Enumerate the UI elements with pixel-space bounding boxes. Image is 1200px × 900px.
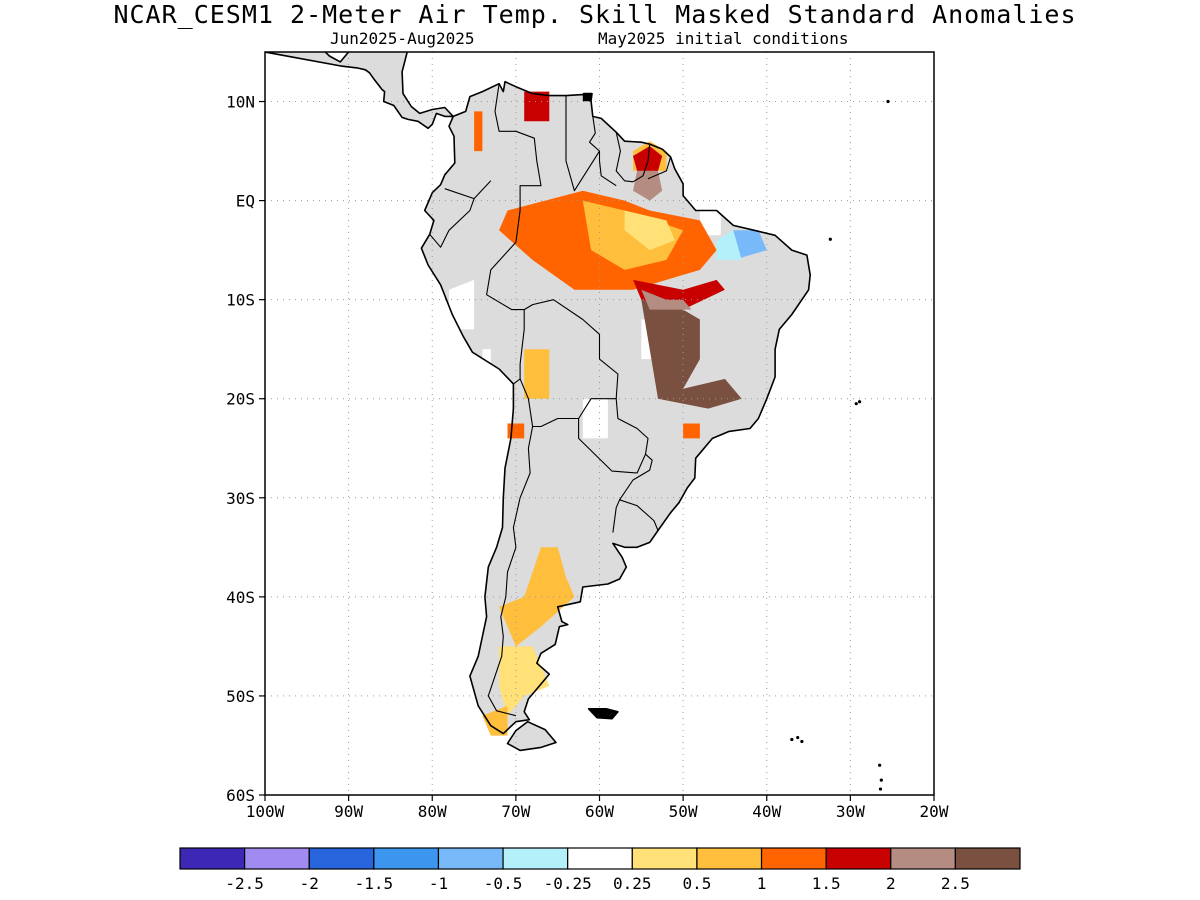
lat-tick-label: 50S — [226, 687, 255, 706]
lat-tick-label: 40S — [226, 588, 255, 607]
colorbar-swatch — [760, 847, 827, 870]
colorbar-label: 1 — [757, 874, 767, 893]
colorbar-label: -2.5 — [225, 874, 264, 893]
colorbar-label: -0.5 — [484, 874, 523, 893]
coastline — [420, 80, 812, 735]
lon-tick-label: 60W — [585, 802, 614, 821]
anomaly-region-1 — [524, 349, 550, 399]
country-border — [612, 499, 659, 533]
colorbar-label: -0.25 — [544, 874, 592, 893]
lon-tick-label: 80W — [418, 802, 447, 821]
country-border — [619, 453, 653, 501]
lon-tick-label: 100W — [246, 802, 285, 821]
anomaly-region-2.5 — [641, 299, 742, 409]
country-border — [565, 95, 600, 192]
lon-tick-label: 20W — [920, 802, 949, 821]
colorbar-label: 0.25 — [613, 874, 652, 893]
island — [878, 787, 883, 791]
island — [886, 99, 890, 104]
initial-conditions: May2025 initial conditions — [598, 29, 849, 48]
anomaly-region-1.5 — [683, 423, 700, 439]
masked-area — [449, 279, 475, 330]
lat-tick-label: 30S — [226, 489, 255, 508]
lon-tick-label: 50W — [669, 802, 698, 821]
masked-area — [699, 210, 721, 236]
lat-tick-label: 20S — [226, 390, 255, 409]
colorbar-swatch — [373, 847, 440, 870]
anomaly-region-1 — [499, 547, 575, 647]
anomaly-region-2 — [524, 91, 550, 122]
anomaly-region-2 — [641, 289, 692, 310]
island — [583, 93, 592, 101]
land-mask-region — [265, 52, 454, 129]
colorbar-label: 0.5 — [682, 874, 711, 893]
colorbar-label: -2 — [300, 874, 319, 893]
colorbar-swatch — [179, 847, 246, 870]
coastline — [506, 720, 557, 752]
colorbar-swatch — [567, 847, 633, 870]
island — [879, 778, 883, 782]
anomaly-region-0.5 — [624, 210, 675, 251]
lon-tick-label: 30W — [836, 802, 865, 821]
island — [857, 400, 862, 404]
island — [878, 763, 882, 767]
lat-tick-label: EQ — [236, 192, 255, 211]
colorbar: -2.5 -2 -1.5 -1 -0.5 -0.25 0.25 0.5 1 1.5 2 2.5 — [179, 847, 1021, 893]
anomaly-region-1.5 — [474, 111, 483, 152]
anomaly-layer — [474, 91, 767, 736]
lon-tick-label: 70W — [501, 802, 530, 821]
colorbar-swatch — [696, 847, 763, 870]
colorbar-label: 2 — [886, 874, 896, 893]
country-border — [429, 198, 475, 248]
coastline — [265, 52, 455, 130]
colorbar-swatch — [437, 847, 504, 870]
country-border — [647, 156, 672, 180]
anomaly-region-1 — [482, 705, 508, 736]
valid-period: Jun2025-Aug2025 — [330, 29, 475, 48]
lat-tick-label: 60S — [226, 786, 255, 805]
country-border — [494, 83, 542, 243]
land-mask-region — [507, 721, 556, 751]
coastline-layer — [265, 52, 890, 791]
country-border — [632, 144, 651, 183]
island — [790, 737, 794, 742]
colorbar-label: -1.5 — [355, 874, 394, 893]
land-mask-region — [421, 81, 811, 734]
colorbar-swatch — [890, 847, 956, 870]
colorbar-swatch — [954, 847, 1021, 870]
colorbar-swatch — [502, 847, 569, 870]
masked-area — [582, 398, 608, 439]
colorbar-swatch — [244, 847, 310, 870]
island — [800, 739, 804, 744]
lon-tick-label: 40W — [752, 802, 781, 821]
anomaly-region--0.25 — [716, 230, 742, 260]
colorbar-label: -1 — [429, 874, 448, 893]
island — [828, 237, 832, 241]
map-title: NCAR_CESM1 2-Meter Air Temp. Skill Maske… — [113, 0, 1077, 29]
colorbar-label: 1.5 — [812, 874, 841, 893]
lat-tick-label: 10N — [226, 93, 255, 112]
island — [796, 735, 800, 740]
country-border — [615, 132, 634, 183]
lon-tick-label: 90W — [334, 802, 363, 821]
island — [588, 708, 618, 719]
colorbar-swatch — [308, 847, 375, 870]
lat-tick-label: 10S — [226, 291, 255, 310]
country-border — [487, 426, 534, 717]
colorbar-label: 2.5 — [941, 874, 970, 893]
anomaly-region-2.5 — [633, 170, 663, 201]
anomaly-region-2 — [633, 146, 663, 171]
colorbar-swatch — [825, 847, 892, 870]
colorbar-swatch — [631, 847, 698, 870]
island — [854, 402, 858, 406]
